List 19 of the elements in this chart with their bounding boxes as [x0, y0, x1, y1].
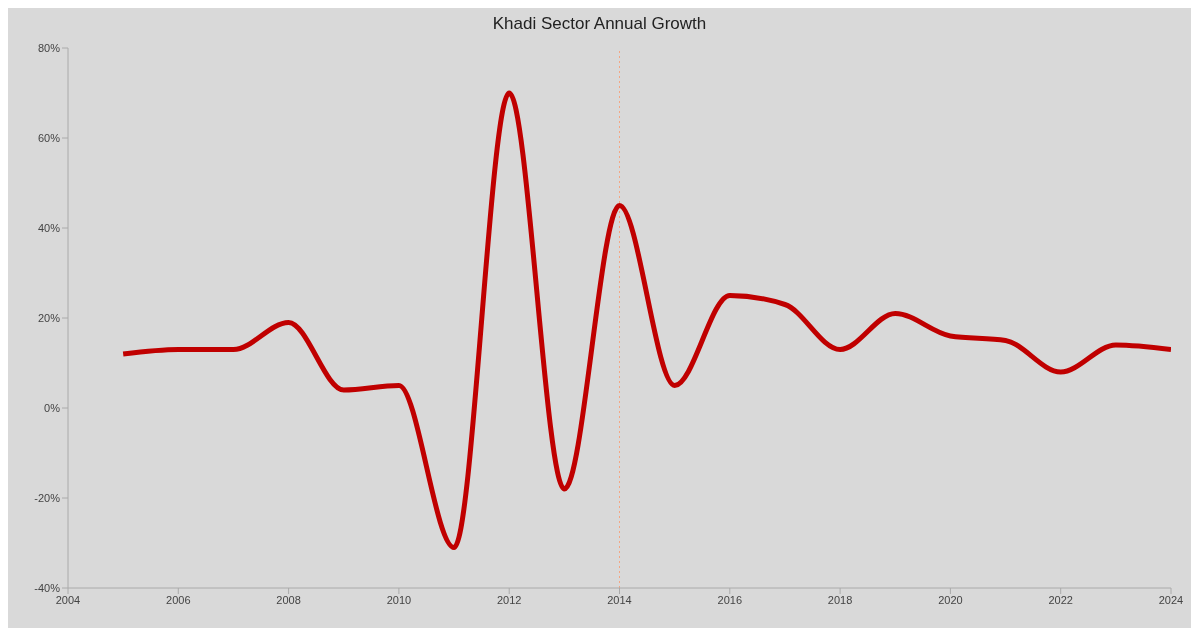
x-tick-label: 2018: [827, 593, 853, 606]
y-tick-label: 60%: [37, 131, 61, 144]
x-tick-label: 2008: [276, 593, 301, 606]
y-tick-label: 40%: [37, 221, 61, 234]
x-tick-label: 2006: [166, 593, 191, 606]
y-tick-label: 0%: [44, 401, 61, 414]
x-tick-label: 2020: [938, 593, 963, 606]
y-tick-label: 20%: [37, 311, 61, 324]
x-tick-label: 2010: [386, 593, 412, 606]
chart-title: Khadi Sector Annual Growth: [491, 13, 708, 35]
y-tick-label: 80%: [37, 41, 61, 54]
y-tick-label: -20%: [34, 491, 61, 504]
x-tick-label: 2004: [55, 593, 81, 606]
x-tick-label: 2014: [607, 593, 632, 606]
x-tick-label: 2012: [496, 593, 522, 606]
x-tick-label: 2024: [1158, 593, 1184, 606]
x-tick-label: 2016: [717, 593, 743, 606]
y-tick-label: -40%: [34, 581, 61, 594]
x-tick-label: 2022: [1048, 593, 1073, 606]
